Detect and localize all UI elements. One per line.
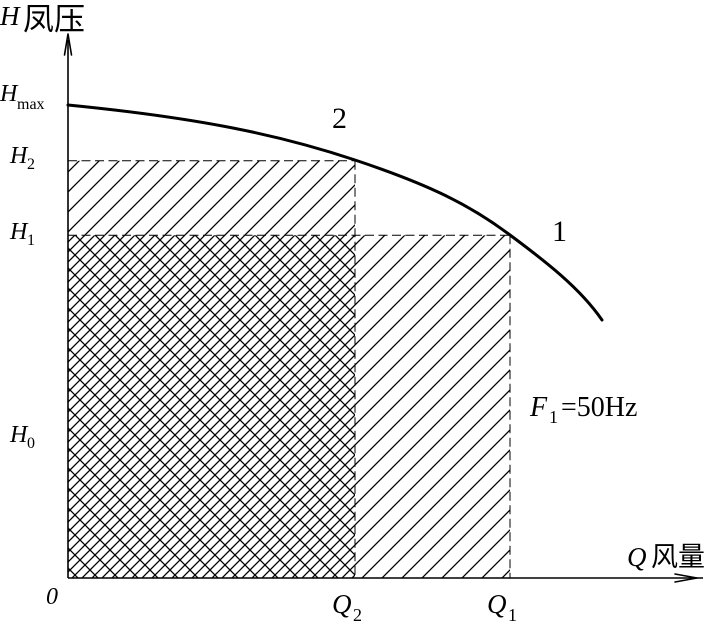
svg-text:H: H (9, 143, 29, 169)
svg-text:Q: Q (487, 589, 507, 619)
svg-text:凤压: 凤压 (23, 2, 85, 37)
svg-text:max: max (17, 96, 45, 113)
svg-text:1: 1 (27, 232, 35, 249)
svg-text:1: 1 (508, 605, 517, 621)
svg-text:Q: Q (332, 589, 352, 619)
svg-text:0: 0 (46, 584, 58, 610)
svg-text:2: 2 (353, 605, 362, 621)
svg-text:H: H (0, 1, 21, 31)
svg-text:2: 2 (27, 156, 35, 173)
svg-text:1: 1 (552, 215, 567, 248)
svg-text:H: H (9, 219, 29, 245)
svg-text:风量: 风量 (651, 542, 705, 572)
svg-text:H: H (9, 422, 29, 448)
svg-text:0: 0 (27, 435, 35, 452)
svg-text:2: 2 (332, 102, 347, 135)
svg-text:F: F (529, 392, 548, 423)
svg-text:1: 1 (549, 407, 558, 427)
svg-text:Q: Q (627, 542, 647, 572)
svg-text:=50Hz: =50Hz (561, 392, 637, 423)
